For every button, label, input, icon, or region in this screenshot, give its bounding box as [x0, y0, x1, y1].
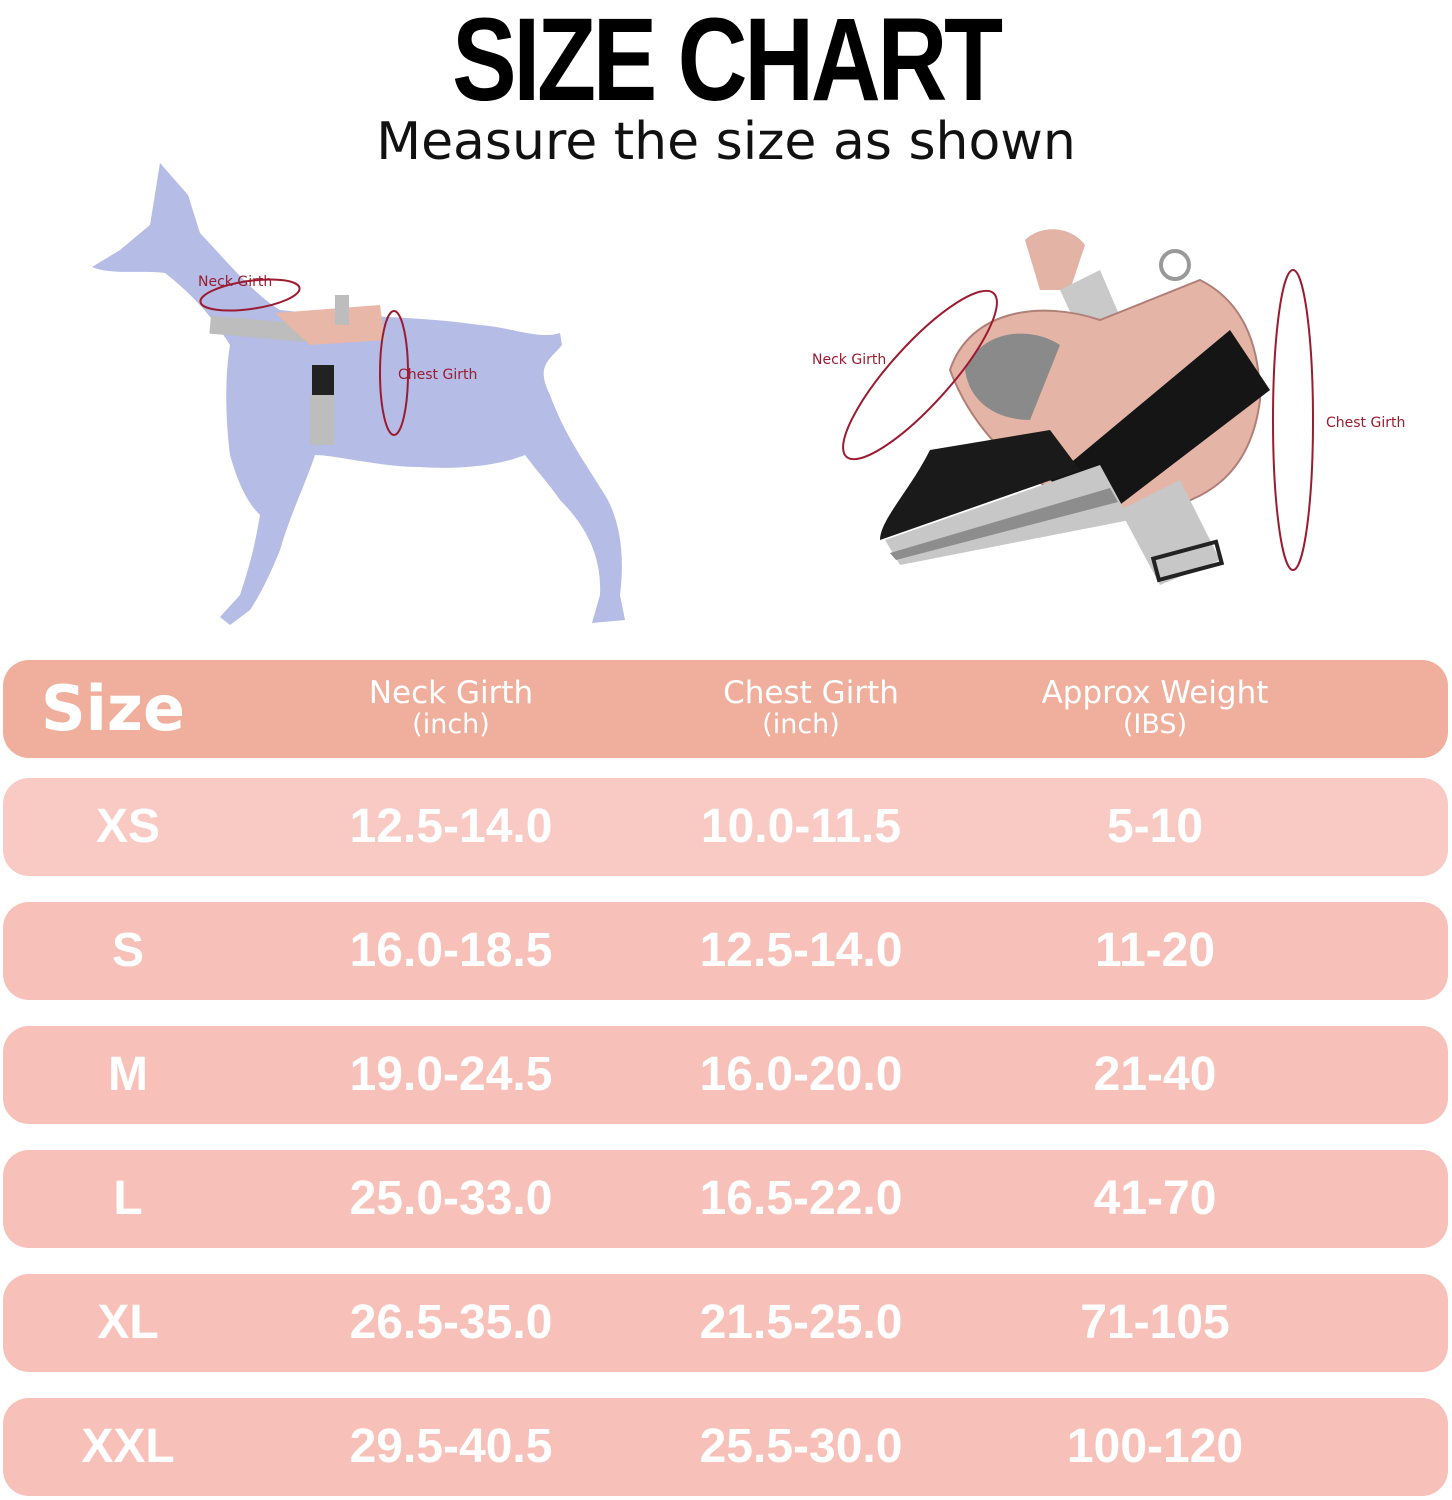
- cell-size: XS: [95, 800, 161, 853]
- table-row: XXL 29.5-40.5 25.5-30.0 100-120: [3, 1398, 1448, 1496]
- cell-weight: 71-105: [1080, 1296, 1230, 1349]
- header-approx-weight-unit: (IBS): [1122, 709, 1188, 740]
- page-subtitle: Measure the size as shown: [376, 112, 1076, 172]
- harness-chest-girth-ring: [1272, 269, 1314, 571]
- cell-size: M: [108, 1048, 148, 1101]
- page-title: SIZE CHART: [452, 0, 1003, 126]
- cell-chest: 10.0-11.5: [700, 800, 902, 853]
- header-neck-girth-label: Neck Girth: [368, 675, 534, 711]
- harness-neck-girth-label: Neck Girth: [812, 352, 886, 368]
- cell-size: L: [113, 1172, 143, 1225]
- cell-neck: 16.0-18.5: [349, 924, 553, 977]
- cell-neck: 12.5-14.0: [349, 800, 553, 853]
- header-chest-girth: Chest Girth (inch): [723, 676, 899, 740]
- cell-weight: 21-40: [1093, 1048, 1217, 1101]
- cell-chest: 16.0-20.0: [699, 1048, 903, 1101]
- cell-weight: 5-10: [1106, 800, 1204, 853]
- cell-chest: 16.5-22.0: [699, 1172, 903, 1225]
- dog-harness-graphic: [209, 295, 385, 445]
- dog-neck-girth-label: Neck Girth: [198, 274, 272, 290]
- table-row: M 19.0-24.5 16.0-20.0 21-40: [3, 1026, 1448, 1124]
- header-size: Size: [41, 672, 186, 745]
- cell-size: XXL: [81, 1420, 175, 1473]
- table-row: S 16.0-18.5 12.5-14.0 11-20: [3, 902, 1448, 1000]
- harness-neck-girth-ring: [842, 289, 998, 461]
- cell-neck: 29.5-40.5: [349, 1420, 553, 1473]
- table-row: XL 26.5-35.0 21.5-25.0 71-105: [3, 1274, 1448, 1372]
- cell-weight: 11-20: [1094, 924, 1216, 977]
- dog-chest-girth-label: Chest Girth: [398, 367, 477, 383]
- header-neck-girth-unit: (inch): [412, 709, 490, 740]
- harness-illustration: Neck Girth Chest Girth: [812, 229, 1405, 585]
- cell-weight: 41-70: [1093, 1172, 1217, 1225]
- header-chest-girth-unit: (inch): [762, 709, 840, 740]
- table-row: L 25.0-33.0 16.5-22.0 41-70: [3, 1150, 1448, 1248]
- harness-graphic: [880, 229, 1270, 585]
- cell-chest: 25.5-30.0: [699, 1420, 903, 1473]
- harness-chest-girth-label: Chest Girth: [1326, 415, 1405, 431]
- cell-neck: 25.0-33.0: [349, 1172, 553, 1225]
- cell-neck: 19.0-24.5: [349, 1048, 553, 1101]
- cell-size: S: [111, 924, 145, 977]
- dog-chest-girth-ring: [379, 310, 409, 436]
- table-header: Size Neck Girth (inch) Chest Girth (inch…: [3, 660, 1448, 758]
- header-chest-girth-label: Chest Girth: [723, 675, 899, 711]
- cell-size: XL: [97, 1296, 159, 1349]
- dog-neck-girth-ring: [199, 278, 301, 312]
- dog-silhouette: [92, 163, 625, 625]
- header-approx-weight: Approx Weight (IBS): [1042, 676, 1269, 740]
- cell-weight: 100-120: [1066, 1420, 1244, 1473]
- cell-neck: 26.5-35.0: [349, 1296, 553, 1349]
- cell-chest: 21.5-25.0: [699, 1296, 903, 1349]
- cell-chest: 12.5-14.0: [699, 924, 903, 977]
- header-neck-girth: Neck Girth (inch): [369, 676, 533, 740]
- header-approx-weight-label: Approx Weight: [1041, 675, 1269, 711]
- dog-illustration: Neck Girth Chest Girth: [92, 163, 625, 625]
- table-row: XS 12.5-14.0 10.0-11.5 5-10: [3, 778, 1448, 876]
